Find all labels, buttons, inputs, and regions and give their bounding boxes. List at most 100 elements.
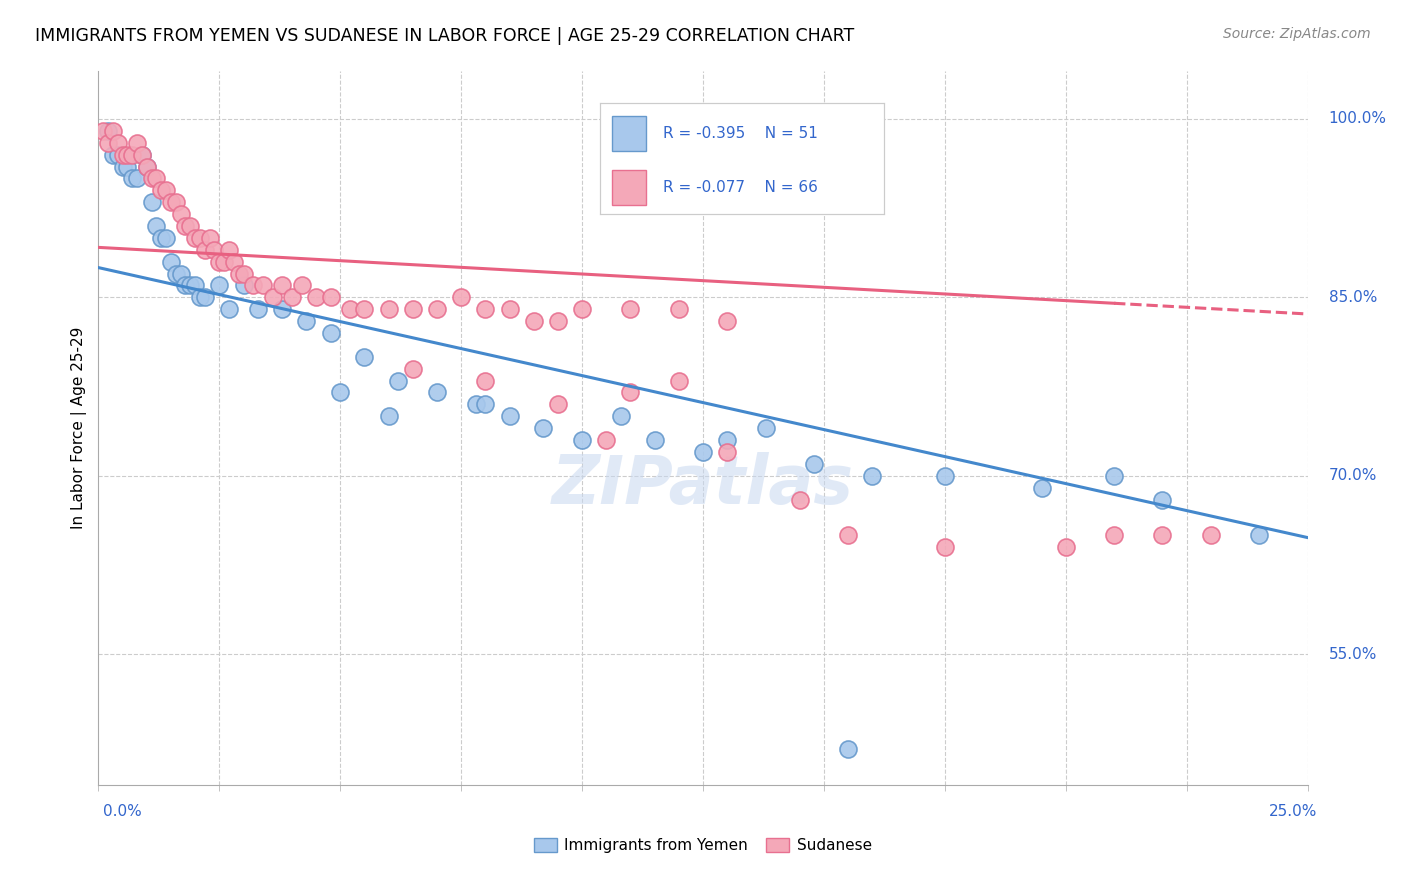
- Point: [155, 231, 177, 245]
- Point: [474, 302, 496, 317]
- Point: [141, 195, 163, 210]
- Text: 0.0%: 0.0%: [103, 805, 142, 819]
- Point: [247, 302, 270, 317]
- Point: [174, 278, 197, 293]
- Point: [716, 445, 738, 459]
- Point: [160, 195, 183, 210]
- Point: [97, 124, 120, 138]
- Point: [1249, 528, 1271, 542]
- Point: [117, 160, 139, 174]
- Point: [232, 267, 254, 281]
- Point: [531, 421, 554, 435]
- Point: [91, 124, 114, 138]
- Point: [319, 326, 342, 340]
- Point: [571, 302, 593, 317]
- Text: 55.0%: 55.0%: [1329, 647, 1376, 662]
- Point: [1054, 540, 1077, 554]
- Point: [339, 302, 361, 317]
- Point: [198, 231, 221, 245]
- Point: [402, 302, 425, 317]
- Point: [242, 278, 264, 293]
- Text: 25.0%: 25.0%: [1270, 805, 1317, 819]
- Point: [179, 219, 201, 233]
- Point: [523, 314, 546, 328]
- Point: [426, 385, 449, 400]
- Point: [547, 314, 569, 328]
- Point: [305, 290, 328, 304]
- Point: [595, 433, 617, 447]
- Point: [252, 278, 274, 293]
- Point: [789, 492, 811, 507]
- Point: [101, 147, 124, 161]
- Point: [218, 302, 240, 317]
- Point: [111, 160, 134, 174]
- Point: [716, 433, 738, 447]
- Point: [208, 278, 231, 293]
- Point: [1031, 481, 1053, 495]
- Point: [111, 147, 134, 161]
- Point: [155, 183, 177, 197]
- Text: Source: ZipAtlas.com: Source: ZipAtlas.com: [1223, 27, 1371, 41]
- Point: [290, 278, 312, 293]
- Point: [165, 267, 187, 281]
- Point: [218, 243, 240, 257]
- Point: [281, 290, 304, 304]
- Point: [803, 457, 825, 471]
- Point: [194, 243, 217, 257]
- Point: [387, 374, 409, 388]
- Point: [165, 195, 187, 210]
- Point: [232, 278, 254, 293]
- Point: [169, 267, 191, 281]
- Point: [837, 528, 859, 542]
- Point: [353, 302, 375, 317]
- Point: [619, 385, 641, 400]
- Point: [755, 421, 778, 435]
- Text: 100.0%: 100.0%: [1329, 112, 1386, 127]
- Point: [194, 290, 217, 304]
- Point: [107, 136, 129, 150]
- Point: [295, 314, 318, 328]
- Point: [692, 445, 714, 459]
- Point: [97, 136, 120, 150]
- Point: [145, 219, 167, 233]
- Point: [547, 397, 569, 411]
- Point: [860, 468, 883, 483]
- Point: [179, 278, 201, 293]
- Point: [141, 171, 163, 186]
- Point: [450, 290, 472, 304]
- Y-axis label: In Labor Force | Age 25-29: In Labor Force | Age 25-29: [72, 327, 87, 529]
- Point: [934, 540, 956, 554]
- Text: 85.0%: 85.0%: [1329, 290, 1376, 305]
- Point: [131, 147, 153, 161]
- Point: [837, 742, 859, 756]
- Point: [271, 302, 294, 317]
- Point: [474, 397, 496, 411]
- Point: [131, 147, 153, 161]
- Point: [262, 290, 284, 304]
- Text: ZIPatlas: ZIPatlas: [553, 452, 853, 518]
- Point: [353, 350, 375, 364]
- Legend: Immigrants from Yemen, Sudanese: Immigrants from Yemen, Sudanese: [527, 831, 879, 859]
- Point: [117, 147, 139, 161]
- Text: 70.0%: 70.0%: [1329, 468, 1376, 483]
- Point: [127, 171, 149, 186]
- Point: [184, 231, 207, 245]
- Point: [271, 278, 294, 293]
- Point: [135, 160, 157, 174]
- Point: [716, 314, 738, 328]
- Point: [329, 385, 352, 400]
- Point: [474, 374, 496, 388]
- Point: [169, 207, 191, 221]
- Point: [1102, 468, 1125, 483]
- Point: [174, 219, 197, 233]
- Point: [184, 278, 207, 293]
- Point: [1199, 528, 1222, 542]
- Point: [127, 136, 149, 150]
- Point: [619, 302, 641, 317]
- Point: [571, 433, 593, 447]
- Point: [101, 124, 124, 138]
- Point: [204, 243, 226, 257]
- Point: [426, 302, 449, 317]
- Point: [668, 374, 690, 388]
- Point: [464, 397, 486, 411]
